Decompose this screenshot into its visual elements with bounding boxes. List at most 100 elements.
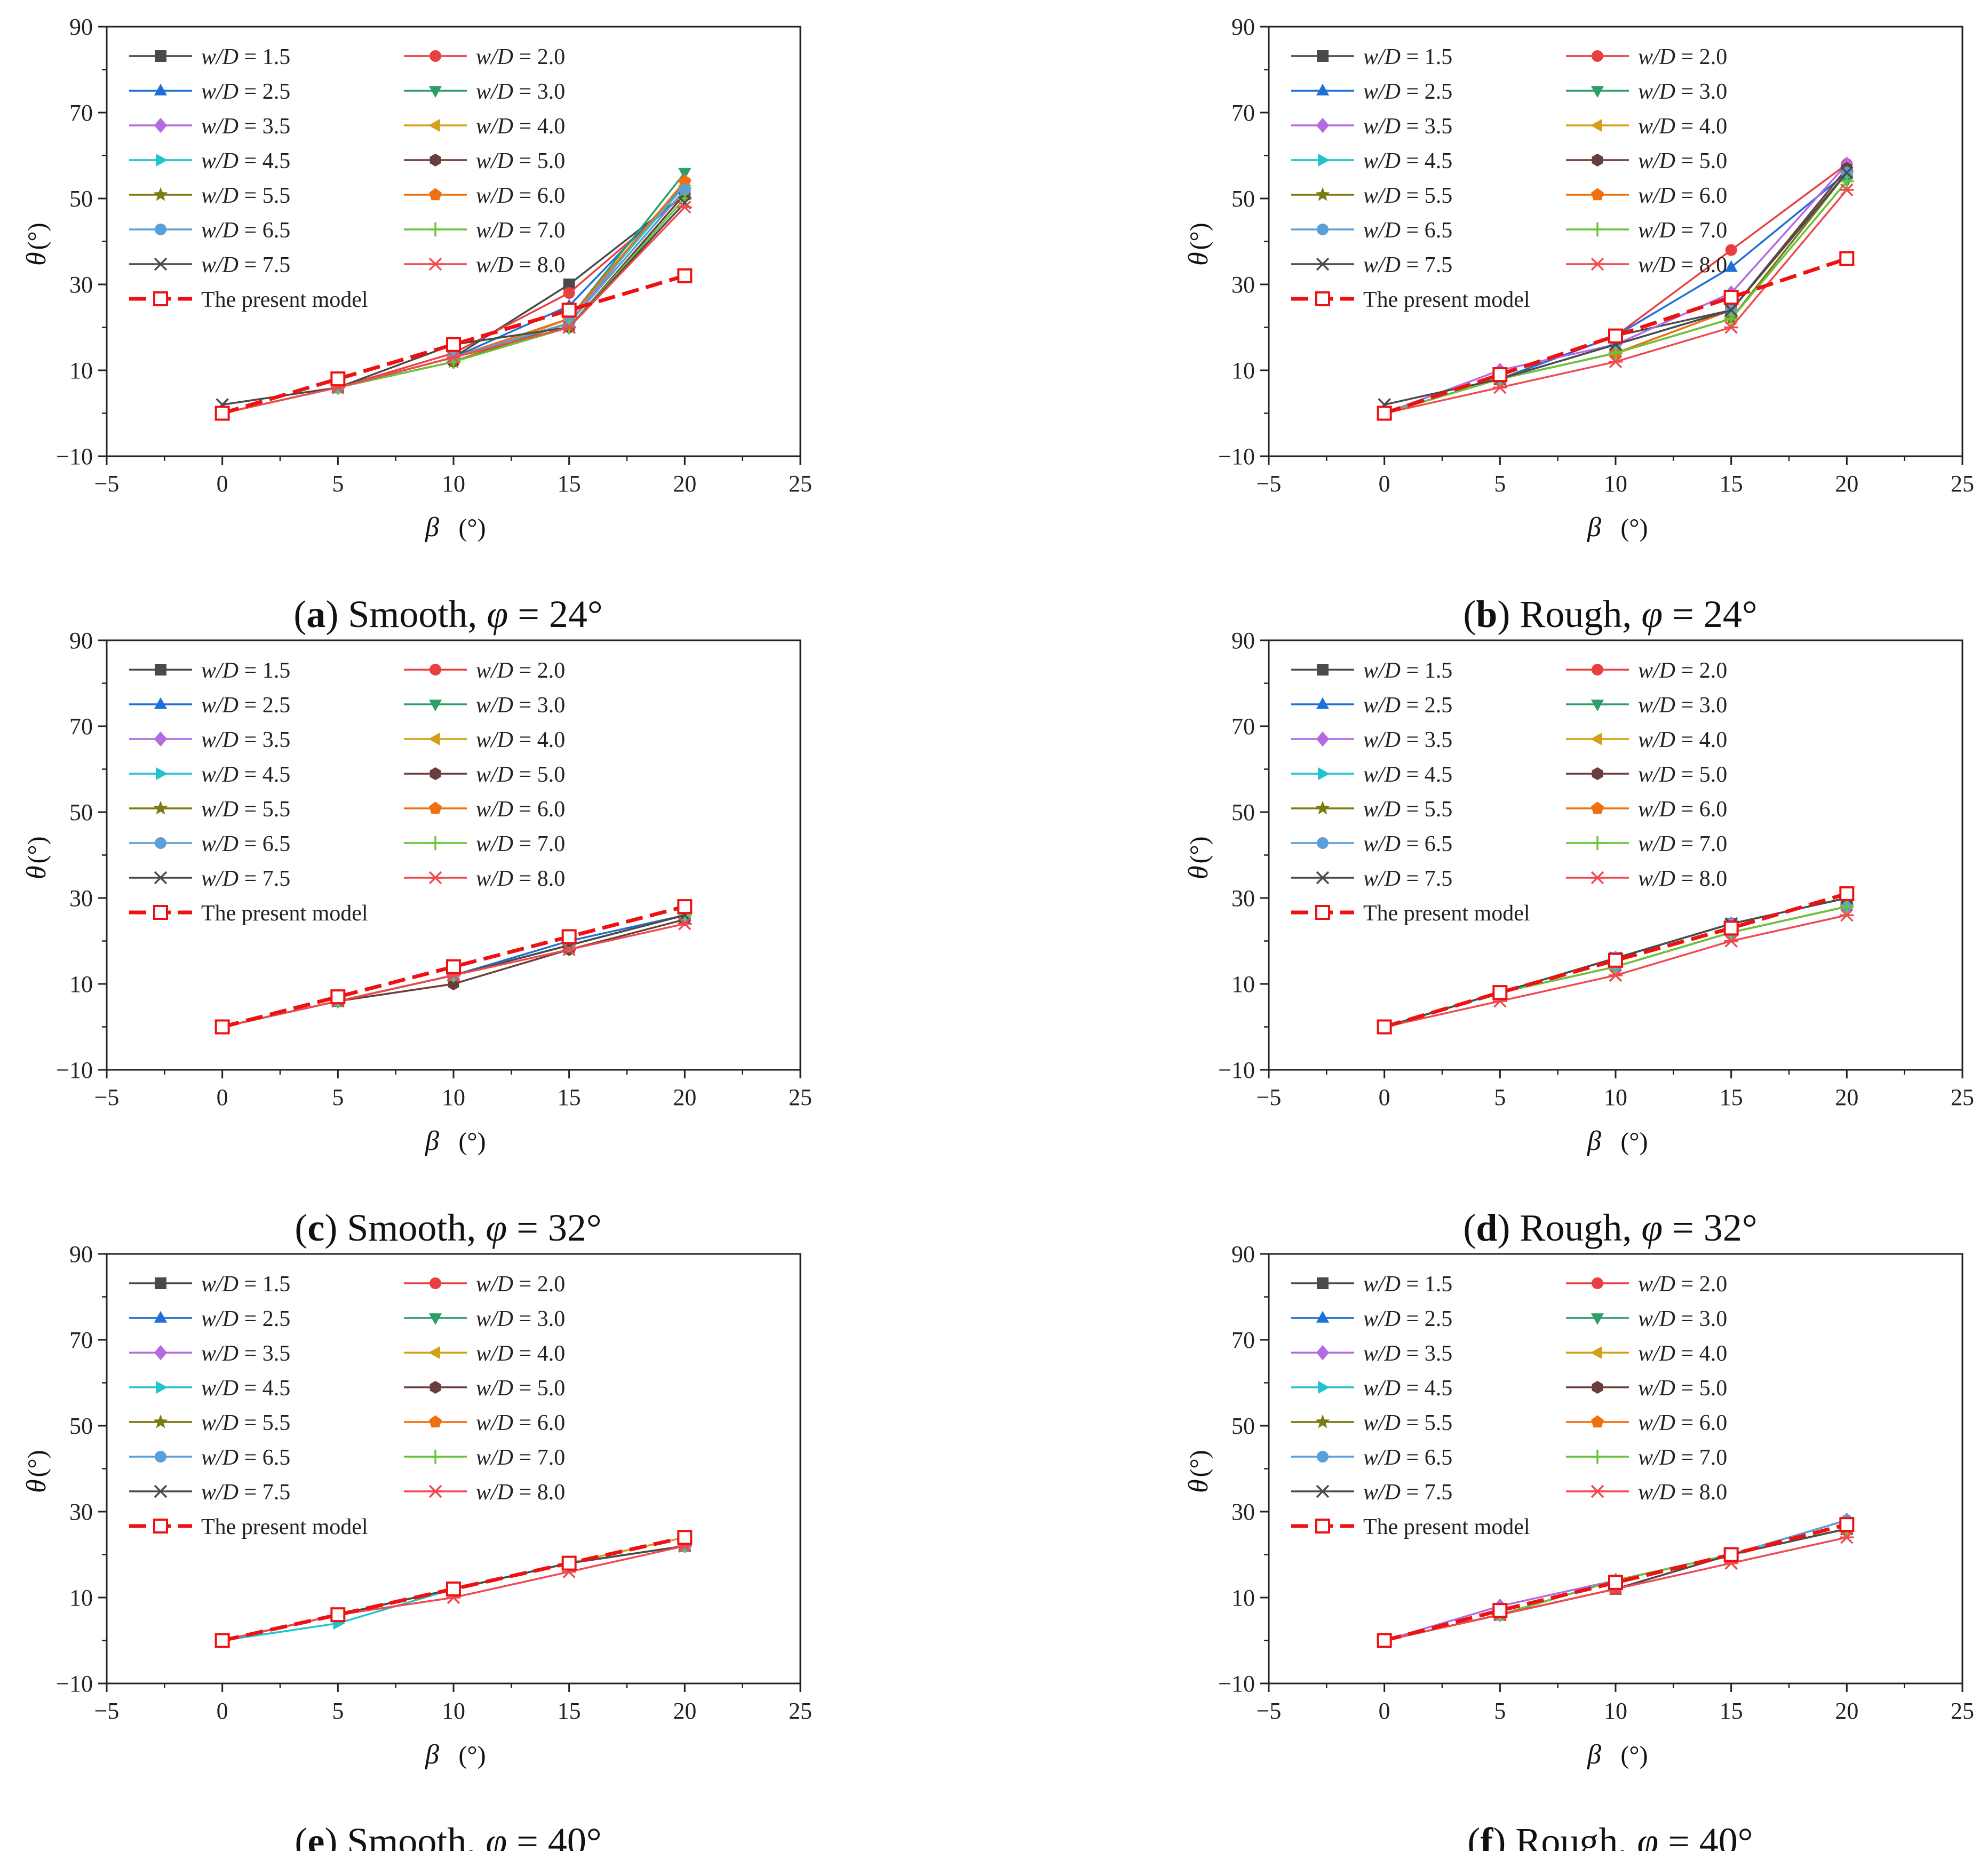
legend-label-value: 3.0	[1699, 693, 1728, 718]
legend-label-equals: =	[513, 1445, 537, 1470]
legend-label-prefix: w/D	[1638, 218, 1675, 243]
legend-label-value: 5.0	[1699, 762, 1728, 787]
legend-label-value: 7.0	[537, 832, 566, 856]
legend-label: w/D = 5.5	[201, 1411, 290, 1435]
legend-label-value: 4.0	[537, 114, 566, 139]
legend-label-prefix: w/D	[201, 1480, 238, 1505]
caption-comma: ,	[466, 1206, 486, 1249]
legend-item: w/D = 4.5	[1291, 762, 1452, 787]
legend-label-prefix: w/D	[1363, 1341, 1401, 1366]
legend-label-value: 2.0	[1699, 1272, 1728, 1297]
chart-panel-a: −5 0 5 10 15 20 25 −10 10 30 50 70 90 β (°) θ (°) w/D = 1…	[21, 14, 812, 635]
legend-item: w/D = 4.5	[1291, 149, 1452, 173]
series-wd-8-0	[215, 200, 692, 420]
legend-label-value: 6.5	[263, 832, 291, 856]
x-tick-label: 20	[1835, 1698, 1858, 1724]
legend-label: w/D = 8.0	[1638, 867, 1727, 891]
legend-marker	[154, 871, 168, 885]
caption-surface: Rough	[1520, 593, 1622, 635]
caption-close-paren: )	[1493, 1820, 1515, 1851]
y-tick-label: 70	[1231, 100, 1255, 126]
legend-label-equals: =	[1675, 253, 1699, 277]
panel-caption: (e) Smooth, φ = 40°	[295, 1820, 601, 1851]
legend-label-equals: =	[238, 184, 263, 208]
legend-item: w/D = 4.0	[404, 728, 565, 752]
legend-label: w/D = 5.0	[1638, 149, 1727, 173]
legend-marker	[156, 153, 168, 167]
legend-label-prefix: w/D	[201, 184, 238, 208]
y-tick-label: 30	[69, 272, 93, 298]
caption-surface: Smooth	[348, 593, 467, 635]
legend-label: w/D = 6.0	[476, 184, 565, 208]
legend-label-prefix: w/D	[201, 1307, 238, 1331]
legend-label-prefix: w/D	[201, 253, 238, 277]
legend-item: w/D = 6.0	[404, 1411, 565, 1435]
data-point	[1493, 380, 1507, 394]
legend-item: w/D = 5.5	[1291, 184, 1452, 208]
legend-marker	[428, 1484, 443, 1498]
legend-label-value: 4.0	[537, 728, 566, 752]
legend-item: w/D = 4.5	[129, 762, 290, 787]
y-tick-label: 90	[69, 1241, 93, 1267]
legend-item: w/D = 1.5	[1291, 658, 1452, 683]
legend-label: w/D = 5.0	[476, 762, 565, 787]
x-axis-unit: (°)	[458, 1741, 486, 1769]
legend-label-equals: =	[1675, 218, 1699, 243]
x-axis-title: β	[1587, 512, 1601, 543]
legend-label-prefix: w/D	[201, 762, 238, 787]
legend-label-prefix: w/D	[1638, 114, 1675, 139]
legend-item: w/D = 7.5	[129, 1480, 290, 1505]
legend-label-value: 5.5	[263, 184, 291, 208]
legend-label: w/D = 6.0	[1638, 1411, 1727, 1435]
caption-space	[1658, 1820, 1668, 1851]
legend-label-prefix: w/D	[201, 832, 238, 856]
legend-label-value: 2.5	[1425, 693, 1453, 718]
legend-label-value: 1.5	[263, 45, 291, 69]
x-tick-label: −5	[94, 1698, 120, 1724]
legend-label: w/D = 5.0	[1638, 762, 1727, 787]
data-point	[1724, 312, 1738, 326]
legend-label-value: 6.5	[263, 1445, 291, 1470]
legend-label-equals: =	[1675, 45, 1699, 69]
legend-label: The present model	[1363, 1515, 1530, 1539]
legend-label-equals: =	[1401, 1445, 1425, 1470]
legend-label: w/D = 7.0	[476, 832, 565, 856]
legend-label: w/D = 7.0	[1638, 832, 1727, 856]
legend-marker	[1591, 801, 1604, 814]
legend-marker	[1315, 1519, 1330, 1534]
legend-label: w/D = 6.5	[201, 218, 290, 243]
legend-label-equals: =	[1675, 728, 1699, 752]
legend-label-equals: =	[1401, 1307, 1425, 1331]
legend-label-value: 8.0	[1699, 867, 1728, 891]
legend-label-prefix: w/D	[476, 1341, 513, 1366]
caption-symbol: φ	[486, 1206, 507, 1249]
legend-label: w/D = 7.5	[201, 1480, 290, 1505]
legend-marker	[1315, 800, 1330, 815]
legend-label: w/D = 4.0	[476, 728, 565, 752]
y-tick-label: 10	[69, 358, 93, 384]
legend-marker	[1316, 731, 1330, 747]
legend-label-equals: =	[238, 1480, 263, 1505]
legend-label-equals: =	[513, 184, 537, 208]
legend-label: w/D = 5.5	[1363, 1411, 1452, 1435]
data-point	[1492, 1603, 1508, 1618]
legend-item: w/D = 3.0	[404, 80, 565, 104]
series-line	[1383, 892, 1848, 1029]
legend-label-equals: =	[238, 114, 263, 139]
legend-item: w/D = 5.0	[404, 762, 565, 787]
legend-label-equals: =	[238, 253, 263, 277]
legend-label-equals: =	[1675, 149, 1699, 173]
legend-label-prefix: w/D	[1638, 45, 1675, 69]
legend-marker	[1590, 222, 1605, 237]
legend-label-equals: =	[1401, 114, 1425, 139]
legend-item: The present model	[1291, 901, 1530, 926]
legend-label: w/D = 3.5	[201, 114, 290, 139]
legend-label-prefix: w/D	[201, 45, 238, 69]
legend-label-value: 1.5	[263, 658, 291, 683]
legend-marker	[430, 50, 441, 62]
legend-label-prefix: w/D	[201, 218, 238, 243]
caption-symbol: φ	[1641, 593, 1663, 635]
legend-label-value: 6.5	[1425, 832, 1453, 856]
y-tick-label: 90	[1231, 1241, 1255, 1267]
legend-marker	[1318, 767, 1330, 781]
